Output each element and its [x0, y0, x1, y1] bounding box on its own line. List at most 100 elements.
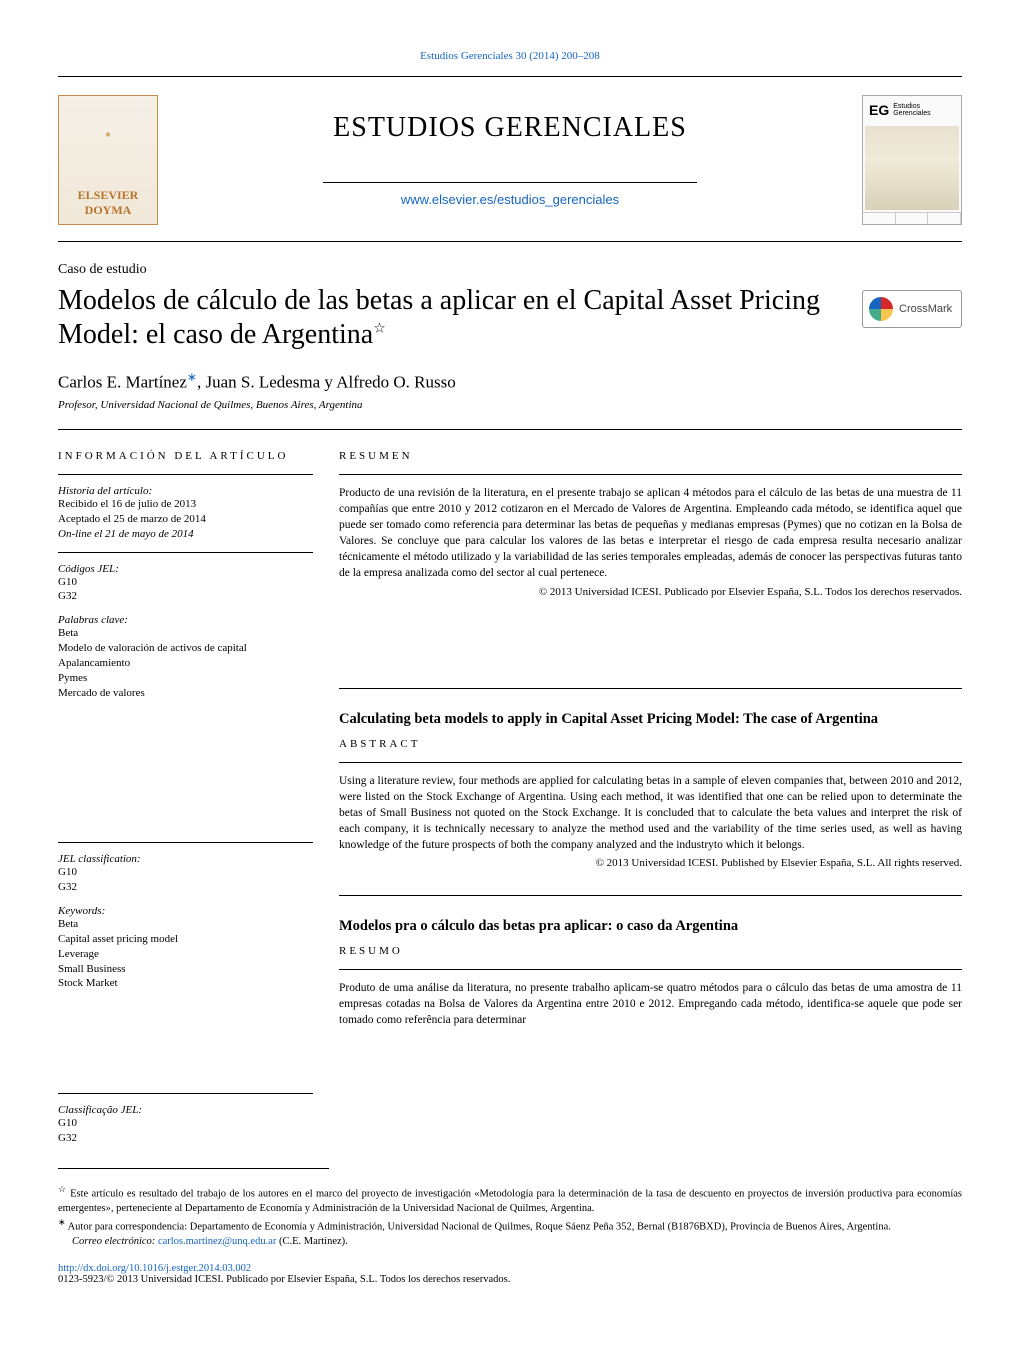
abstract-en-heading: ABSTRACT	[339, 738, 962, 750]
eg-cover: EG Estudios Gerenciales	[862, 95, 962, 225]
keywords-en-label: Keywords:	[58, 905, 313, 917]
kw-en-2: Capital asset pricing model	[58, 932, 313, 947]
doi-link[interactable]: http://dx.doi.org/10.1016/j.estger.2014.…	[58, 1263, 251, 1274]
sidebar-spacer-1	[58, 706, 313, 832]
abstract-en-rule	[339, 762, 962, 763]
footnote-star: ☆ Este artículo es resultado del trabajo…	[58, 1183, 962, 1216]
side-rule-2	[58, 552, 313, 553]
email-label: Correo electrónico:	[72, 1236, 155, 1247]
title-line-1: Modelos de cálculo de las betas a aplica…	[58, 285, 820, 316]
jel-pt-label: Classificação JEL:	[58, 1104, 313, 1116]
doi-block: http://dx.doi.org/10.1016/j.estger.2014.…	[58, 1263, 962, 1285]
footnote-email-line: Correo electrónico: carlos.martinez@unq.…	[72, 1235, 962, 1249]
history-accepted: Aceptado el 25 de marzo de 2014	[58, 512, 313, 527]
abstract-pt-title: Modelos pra o cálculo das betas pra apli…	[339, 918, 962, 935]
jel-code-2: G32	[58, 589, 313, 604]
title-line-2: Model: el caso de Argentina	[58, 319, 373, 350]
resumen-body: Producto de una revisión de la literatur…	[339, 485, 962, 582]
keywords-es-block: Palabras clave: Beta Modelo de valoració…	[58, 614, 313, 700]
kw-es-1: Beta	[58, 626, 313, 641]
asterisk-symbol: ∗	[58, 1217, 66, 1227]
authors-rest: , Juan S. Ledesma y Alfredo O. Russo	[197, 373, 456, 392]
kw-en-5: Stock Market	[58, 976, 313, 991]
footnote-corr-text: Autor para correspondencia: Departamento…	[68, 1221, 891, 1232]
jel-pt-block: Classificação JEL: G10 G32	[58, 1104, 313, 1146]
author-email-link[interactable]: carlos.martinez@unq.edu.ar	[158, 1236, 276, 1247]
article-type-label: Caso de estudio	[58, 262, 962, 278]
title-footnote-star: ☆	[373, 322, 386, 337]
article-info-sidebar: INFORMACIÓN DEL ARTÍCULO Historia del ar…	[58, 440, 313, 1152]
kw-es-2: Modelo de valoración de activos de capit…	[58, 641, 313, 656]
header-bottom-rule	[58, 241, 962, 242]
kw-es-3: Apalancamiento	[58, 656, 313, 671]
eg-cover-art	[865, 126, 959, 210]
side-rule-4	[58, 1093, 313, 1094]
kw-en-4: Small Business	[58, 962, 313, 977]
abstracts-column: RESUMEN Producto de una revisión de la l…	[339, 440, 962, 1152]
article-title: Modelos de cálculo de las betas a aplica…	[58, 284, 840, 352]
publisher-name-2: DOYMA	[85, 203, 132, 218]
jel-en-1: G10	[58, 865, 313, 880]
citation-link[interactable]: Estudios Gerenciales 30 (2014) 200–208	[420, 50, 600, 62]
pt-top-rule	[339, 895, 962, 896]
resumen-rule	[339, 474, 962, 475]
en-top-rule	[339, 688, 962, 689]
keywords-es-label: Palabras clave:	[58, 614, 313, 626]
jel-code-1: G10	[58, 575, 313, 590]
journal-title-block: ESTUDIOS GERENCIALES www.elsevier.es/est…	[176, 112, 844, 209]
star-symbol: ☆	[58, 1184, 67, 1194]
resumen-heading: RESUMEN	[339, 450, 962, 462]
journal-citation: Estudios Gerenciales 30 (2014) 200–208	[58, 50, 962, 62]
jel-pt-2: G32	[58, 1131, 313, 1146]
eg-cover-footer	[863, 212, 961, 224]
history-received: Recibido el 16 de julio de 2013	[58, 497, 313, 512]
keywords-en-block: Keywords: Beta Capital asset pricing mod…	[58, 905, 313, 991]
footnote-star-text: Este artículo es resultado del trabajo d…	[58, 1189, 962, 1214]
crossmark-icon	[869, 297, 893, 321]
jel-en-label: JEL classification:	[58, 853, 313, 865]
journal-header: ELSEVIER DOYMA ESTUDIOS GERENCIALES www.…	[58, 77, 962, 241]
abstract-pt-heading: RESUMO	[339, 945, 962, 957]
abstract-pt-body: Produto de uma análise da literatura, no…	[339, 980, 962, 1028]
history-block: Historia del artículo: Recibido el 16 de…	[58, 485, 313, 542]
history-label: Historia del artículo:	[58, 485, 313, 497]
sidebar-spacer-2	[58, 997, 313, 1083]
footnotes-block: ☆ Este artículo es resultado del trabajo…	[58, 1183, 962, 1249]
elsevier-tree-icon	[74, 104, 143, 180]
footnote-corr: ∗ Autor para correspondencia: Departamen…	[58, 1216, 962, 1235]
side-rule-3	[58, 842, 313, 843]
crossmark-button[interactable]: CrossMark	[862, 290, 962, 328]
jel-pt-1: G10	[58, 1116, 313, 1131]
eg-sub2: Gerenciales	[893, 110, 930, 117]
crossmark-label: CrossMark	[899, 303, 952, 315]
corresponding-asterisk: ∗	[187, 370, 197, 384]
publisher-logo: ELSEVIER DOYMA	[58, 95, 158, 225]
authors-line: Carlos E. Martínez∗, Juan S. Ledesma y A…	[58, 370, 962, 393]
journal-homepage-link[interactable]: www.elsevier.es/estudios_gerenciales	[401, 192, 619, 207]
journal-cover-thumb: EG Estudios Gerenciales	[862, 95, 962, 225]
kw-es-4: Pymes	[58, 671, 313, 686]
pre-abstract-rule	[58, 429, 962, 430]
affiliation: Profesor, Universidad Nacional de Quilme…	[58, 399, 962, 411]
issn-copyright: 0123-5923/© 2013 Universidad ICESI. Publ…	[58, 1274, 962, 1285]
abstract-en-title: Calculating beta models to apply in Capi…	[339, 711, 962, 728]
eg-sub1: Estudios	[893, 103, 930, 110]
footnote-rule	[58, 1168, 329, 1169]
journal-title: ESTUDIOS GERENCIALES	[176, 112, 844, 144]
side-rule-1	[58, 474, 313, 475]
kw-en-3: Leverage	[58, 947, 313, 962]
jel-en-block: JEL classification: G10 G32	[58, 853, 313, 895]
email-author-ref: (C.E. Martínez).	[279, 1236, 348, 1247]
article-info-heading: INFORMACIÓN DEL ARTÍCULO	[58, 450, 313, 462]
jel-es-label: Códigos JEL:	[58, 563, 313, 575]
kw-en-1: Beta	[58, 917, 313, 932]
title-row: Modelos de cálculo de las betas a aplica…	[58, 284, 962, 352]
history-online: On-line el 21 de mayo de 2014	[58, 527, 313, 542]
jel-es-block: Códigos JEL: G10 G32	[58, 563, 313, 605]
resumen-copyright: © 2013 Universidad ICESI. Publicado por …	[339, 586, 962, 598]
journal-title-underline	[323, 182, 697, 183]
author-1: Carlos E. Martínez	[58, 373, 187, 392]
abstract-en-body: Using a literature review, four methods …	[339, 773, 962, 853]
elsevier-doyma-logo: ELSEVIER DOYMA	[58, 95, 158, 225]
publisher-name-1: ELSEVIER	[78, 188, 139, 203]
